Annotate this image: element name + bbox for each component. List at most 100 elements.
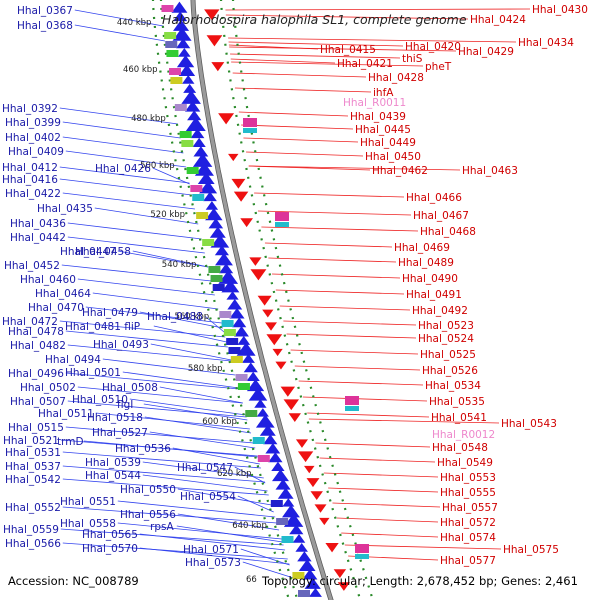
- right-connector-line: [302, 396, 428, 402]
- forward-strand-feature: [325, 543, 339, 553]
- right-connector-line: [272, 273, 401, 279]
- colored-feature-block: [161, 5, 174, 12]
- left-connector-line: [176, 525, 283, 543]
- tick-track: [159, 0, 299, 600]
- kbp-tick-label: 520 kbp: [150, 210, 185, 220]
- topology-text: Topology: circular; Length: 2,678,452 bp…: [261, 574, 578, 588]
- left-connector-line: [65, 150, 187, 168]
- reverse-strand-feature: [226, 291, 239, 300]
- reverse-strand-feature: [255, 414, 275, 428]
- reverse-strand-feature: [190, 128, 205, 139]
- right-gene-label: Hhal_0534: [425, 380, 481, 392]
- left-gene-label: Hhal_0493: [93, 339, 149, 351]
- colored-feature-block: [190, 185, 203, 192]
- left-gene-label: Hhal_0511: [38, 408, 94, 420]
- colored-feature-block: [169, 68, 182, 75]
- reverse-strand-feature: [246, 379, 265, 392]
- forward-strand-feature: [249, 257, 262, 266]
- reverse-strand-feature: [234, 326, 249, 337]
- left-connector-line: [59, 178, 192, 196]
- right-gene-label: Hhal_0572: [440, 517, 496, 529]
- forward-strand-feature: [283, 399, 300, 411]
- forward-strand-feature: [275, 361, 287, 370]
- kbp-tick-label: 600 kbp: [202, 417, 237, 427]
- tick-track: [219, 0, 362, 600]
- left-connector-line: [59, 320, 226, 338]
- left-gene-label: Hhal_0392: [2, 103, 58, 115]
- colored-feature-block: [179, 131, 192, 138]
- left-gene-label: Hhal_0470: [28, 302, 84, 314]
- left-gene-label: Hhal_0552: [5, 502, 61, 514]
- reverse-strand-feature: [295, 542, 308, 552]
- left-gene-label: Hhal_0368: [17, 20, 73, 32]
- left-gene-label: Hhal_0542: [5, 474, 61, 486]
- left-connector-line: [65, 426, 254, 444]
- reverse-strand-feature: [227, 299, 243, 310]
- colored-feature-block: [208, 266, 221, 273]
- right-gene-label: Hhal_0463: [462, 165, 518, 177]
- left-connector-line: [150, 343, 232, 361]
- forward-strand-feature: [295, 439, 308, 448]
- left-gene-label: Hhal_0551: [60, 496, 116, 508]
- colored-feature-block: [181, 140, 194, 147]
- left-gene-label: Hhal_0554: [180, 491, 236, 503]
- right-gene-label: Hhal_0555: [440, 487, 496, 499]
- feature-tracks: [161, 1, 369, 597]
- forward-strand-feature: [231, 178, 246, 189]
- reverse-strand-feature: [215, 252, 233, 266]
- reverse-strand-feature: [178, 64, 196, 76]
- left-gene-label: Hhal_0510: [72, 394, 128, 406]
- right-connector-line: [308, 418, 500, 424]
- right-connector-line: [225, 14, 469, 20]
- backbone: [190, 0, 334, 600]
- right-gene-label: Hhal_0439: [350, 111, 406, 123]
- forward-strand-feature: [204, 9, 220, 21]
- colored-feature-block: [166, 50, 179, 57]
- left-gene-label: Hhal_0481 fliP: [65, 321, 140, 333]
- kbp-tick-label: 440 kbp: [117, 18, 152, 28]
- left-gene-label: Hhal_0435: [37, 203, 93, 215]
- left-connector-line: [67, 344, 232, 362]
- right-gene-label: Hhal_0467: [413, 210, 469, 222]
- reverse-strand-feature: [265, 443, 281, 454]
- right-connector-line: [328, 487, 439, 493]
- right-connector-line: [243, 137, 359, 143]
- left-connector-line: [62, 451, 261, 469]
- reverse-strand-feature: [197, 172, 215, 185]
- reverse-strand-feature: [275, 478, 291, 490]
- right-gene-label: Hhal_0549: [437, 457, 493, 469]
- right-connector-line: [230, 58, 336, 64]
- left-gene-label: Hhal_0565: [82, 529, 138, 541]
- right-gene-label: Hhal_0557: [442, 502, 498, 514]
- colored-feature-block: [292, 572, 305, 579]
- right-connector-line: [238, 111, 349, 117]
- reverse-strand-feature: [185, 117, 206, 131]
- reverse-strand-feature: [283, 513, 304, 527]
- right-gene-label: Hhal_0535: [429, 396, 485, 408]
- right-gene-label: Hhal_0548: [432, 442, 488, 454]
- right-gene-label: Hhal_0524: [418, 333, 474, 345]
- left-gene-label: Hhal_0447: [60, 246, 116, 258]
- right-gene-label: Hhal_0429: [458, 46, 514, 58]
- colored-feature-block: [355, 554, 369, 559]
- colored-feature-block: [186, 167, 199, 174]
- left-connector-line: [59, 166, 190, 184]
- reverse-strand-feature: [182, 75, 195, 84]
- left-connector-line: [142, 474, 268, 492]
- forward-strand-feature: [266, 334, 283, 346]
- forward-strand-feature: [250, 269, 267, 281]
- reverse-strand-feature: [259, 424, 276, 436]
- reverse-strand-feature: [298, 559, 316, 572]
- right-gene-label: Hhal_0525: [420, 349, 476, 361]
- colored-feature-block: [252, 437, 265, 444]
- left-connector-line: [144, 416, 252, 434]
- colored-feature-block: [237, 383, 250, 390]
- left-gene-label: Hhal_0479: [82, 307, 138, 319]
- left-gene-label: Hhal_0472: [2, 316, 58, 328]
- reverse-strand-feature: [194, 162, 214, 176]
- kbp-tick-label: 560 kbp: [174, 312, 209, 322]
- colored-feature-block: [212, 284, 225, 291]
- colored-feature-block: [228, 347, 241, 354]
- left-connector-line: [117, 250, 209, 268]
